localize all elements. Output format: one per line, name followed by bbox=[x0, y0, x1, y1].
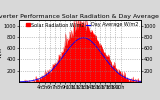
Legend: Solar Radiation W/m2, Day Average W/m2: Solar Radiation W/m2, Day Average W/m2 bbox=[26, 22, 138, 27]
Y-axis label: W/m²: W/m² bbox=[0, 44, 3, 58]
Title: Solar PV/Inverter Performance Solar Radiation & Day Average per Minute: Solar PV/Inverter Performance Solar Radi… bbox=[0, 14, 160, 19]
